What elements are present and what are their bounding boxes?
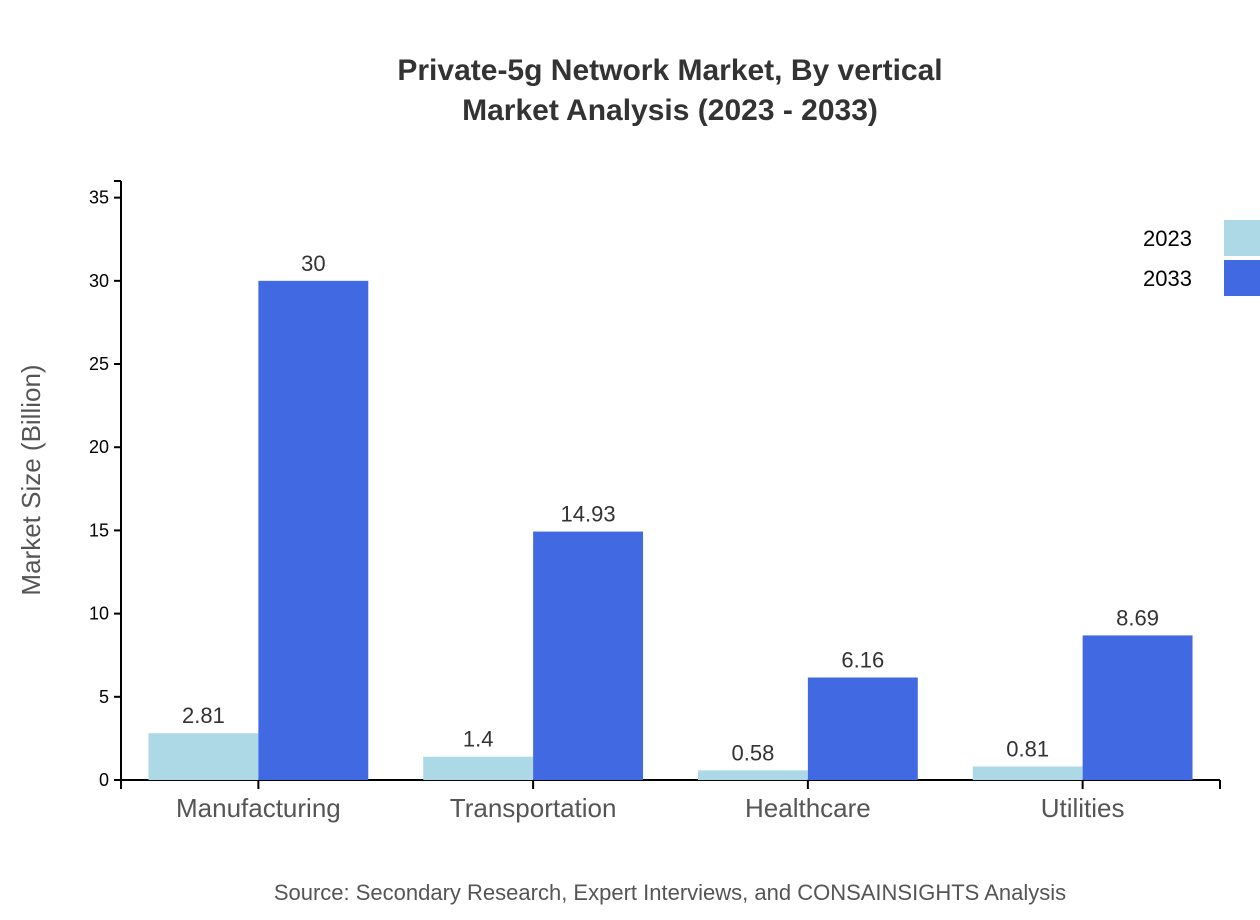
- x-tick-label: Transportation: [450, 793, 617, 823]
- y-tick-label: 10: [89, 604, 109, 624]
- y-tick-label: 0: [99, 770, 109, 790]
- chart-title-line-2: Market Analysis (2023 - 2033): [462, 94, 878, 127]
- bar-2033-healthcare: [807, 677, 918, 780]
- y-tick-label: 20: [89, 437, 109, 457]
- data-label: 8.69: [1116, 605, 1159, 630]
- data-label: 6.16: [841, 648, 884, 673]
- x-tick-label: Manufacturing: [176, 793, 341, 823]
- bar-2023-transportation: [423, 756, 534, 780]
- bar-2033-transportation: [533, 531, 644, 780]
- legend-swatch-2023: [1224, 220, 1260, 256]
- y-tick-label: 5: [99, 687, 109, 707]
- chart-title-line-1: Private-5g Network Market, By vertical: [397, 54, 942, 87]
- data-label: 0.81: [1006, 737, 1049, 762]
- x-tick-label: Healthcare: [745, 793, 871, 823]
- data-label: 1.4: [463, 727, 494, 752]
- legend-swatch-2033: [1224, 260, 1260, 296]
- legend-label-2023: 2023: [1143, 226, 1192, 251]
- data-label: 14.93: [561, 502, 616, 527]
- y-tick-label: 35: [89, 188, 109, 208]
- y-axis-label: Market Size (Billion): [16, 364, 46, 595]
- data-label: 0.58: [732, 740, 775, 765]
- y-tick-label: 30: [89, 271, 109, 291]
- data-label: 2.81: [182, 703, 225, 728]
- legend-label-2033: 2033: [1143, 266, 1192, 291]
- bar-2023-healthcare: [697, 770, 808, 780]
- y-tick-label: 15: [89, 520, 109, 540]
- bar-2033-manufacturing: [258, 280, 369, 780]
- x-tick-label: Utilities: [1041, 793, 1125, 823]
- source-note: Source: Secondary Research, Expert Inter…: [274, 880, 1066, 905]
- data-label: 30: [301, 251, 325, 276]
- bar-2033-utilities: [1082, 635, 1193, 780]
- y-tick-label: 25: [89, 354, 109, 374]
- bar-2023-utilities: [972, 766, 1083, 780]
- bar-2023-manufacturing: [148, 733, 259, 780]
